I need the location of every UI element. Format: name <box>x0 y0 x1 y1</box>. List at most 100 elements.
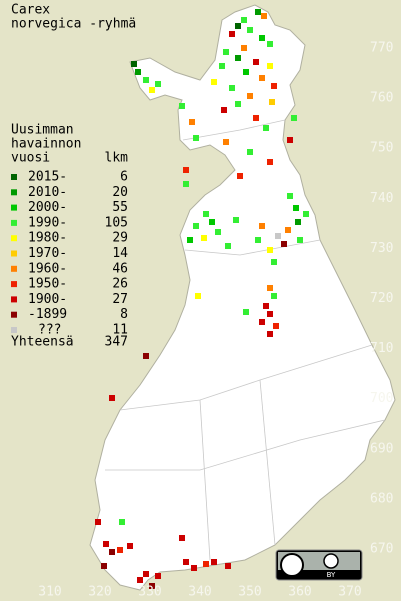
legend-count: 6 <box>120 170 128 185</box>
observation-square <box>235 55 241 61</box>
observation-square <box>263 303 269 309</box>
observation-square <box>267 285 273 291</box>
observation-square <box>297 237 303 243</box>
observation-square <box>103 541 109 547</box>
observation-square <box>189 119 195 125</box>
legend-label: -1899 <box>28 307 67 322</box>
north-label: 770 <box>370 41 393 56</box>
observation-square <box>267 41 273 47</box>
observation-square <box>259 223 265 229</box>
observation-square <box>287 193 293 199</box>
observation-square <box>237 173 243 179</box>
observation-square <box>235 101 241 107</box>
observation-square <box>271 293 277 299</box>
legend-count: 29 <box>112 231 128 246</box>
east-label: 370 <box>338 585 361 600</box>
title-line: norvegica -ryhmä <box>11 17 136 32</box>
observation-square <box>137 577 143 583</box>
legend-swatch <box>11 219 17 226</box>
observation-square <box>263 125 269 131</box>
legend-count: 8 <box>120 307 128 322</box>
observation-square <box>267 311 273 317</box>
legend-label: 2000- <box>28 200 67 215</box>
observation-square <box>149 583 155 589</box>
observation-square <box>155 81 161 87</box>
east-label: 350 <box>238 585 261 600</box>
observation-square <box>233 217 239 223</box>
legend-label: 1950- <box>28 277 67 292</box>
observation-square <box>281 241 287 247</box>
legend-label: 1990- <box>28 215 67 230</box>
observation-square <box>243 309 249 315</box>
observation-square <box>143 571 149 577</box>
license-text: BY <box>327 571 336 579</box>
legend-total-label: Yhteensä <box>11 335 74 350</box>
observation-square <box>271 259 277 265</box>
legend-swatch <box>11 189 17 196</box>
observation-square <box>135 69 141 75</box>
legend-count: 26 <box>112 277 128 292</box>
title-line: Carex <box>11 3 50 18</box>
legend-header: Uusimman <box>11 123 74 138</box>
legend-swatch <box>11 250 17 257</box>
observation-square <box>285 227 291 233</box>
legend-swatch <box>11 204 17 211</box>
grid-labels: 770 760 750 740 730 720 710 700 690 680 670 310 320 3… <box>38 41 393 600</box>
legend-swatch <box>11 265 17 272</box>
observation-square <box>293 205 299 211</box>
observation-square <box>209 219 215 225</box>
legend-header: vuosi <box>11 151 50 166</box>
observation-square <box>269 99 275 105</box>
observation-square <box>109 395 115 401</box>
observation-square <box>247 93 253 99</box>
observation-square <box>235 23 241 29</box>
observation-square <box>253 115 259 121</box>
observation-square <box>229 31 235 37</box>
east-label: 340 <box>188 585 211 600</box>
observation-square <box>247 27 253 33</box>
legend-label: 1960- <box>28 261 67 276</box>
legend-count: 105 <box>105 215 128 230</box>
observation-square <box>273 323 279 329</box>
legend-count-header: lkm <box>105 151 129 166</box>
observation-square <box>259 319 265 325</box>
legend-label: ??? <box>38 323 61 338</box>
observation-square <box>179 535 185 541</box>
observation-square <box>223 139 229 145</box>
legend-total: 347 <box>105 335 128 350</box>
observation-square <box>267 247 273 253</box>
observation-square <box>101 563 107 569</box>
observation-square <box>225 563 231 569</box>
observation-square <box>179 103 185 109</box>
north-label: 710 <box>370 341 393 356</box>
observation-square <box>203 211 209 217</box>
observation-square <box>215 229 221 235</box>
legend-swatch <box>11 281 17 288</box>
observation-square <box>187 237 193 243</box>
observation-square <box>267 63 273 69</box>
north-label: 740 <box>370 191 393 206</box>
observation-square <box>223 49 229 55</box>
observation-square <box>255 237 261 243</box>
observation-square <box>117 547 123 553</box>
legend-count: 55 <box>112 200 128 215</box>
legend-label: 2010- <box>28 185 67 200</box>
observation-square <box>259 75 265 81</box>
observation-square <box>191 565 197 571</box>
observation-square <box>109 549 115 555</box>
observation-square <box>271 83 277 89</box>
observation-square <box>211 79 217 85</box>
north-label: 750 <box>370 141 393 156</box>
observation-square <box>183 559 189 565</box>
observation-square <box>275 233 281 239</box>
license-badge: BY <box>275 549 363 581</box>
observation-square <box>193 223 199 229</box>
observation-square <box>211 559 217 565</box>
observation-square <box>95 519 101 525</box>
east-label: 360 <box>288 585 311 600</box>
north-label: 670 <box>370 542 393 557</box>
legend-swatch <box>11 235 17 242</box>
finland-outline <box>89 4 396 591</box>
observation-square <box>229 85 235 91</box>
